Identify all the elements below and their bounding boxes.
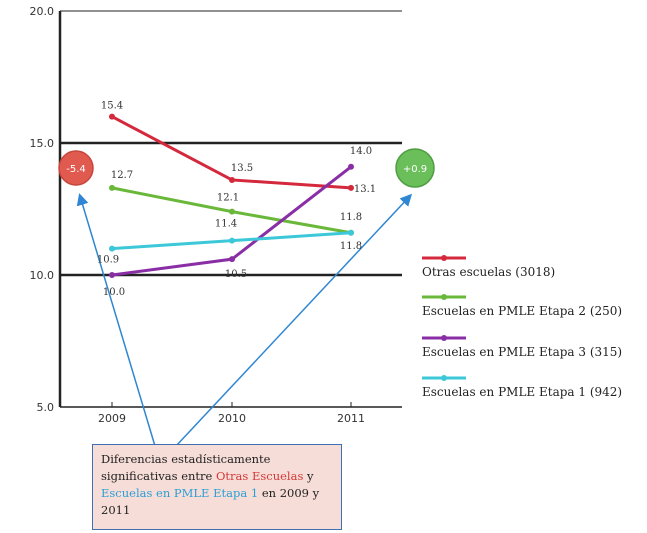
y-tick-label: 20.0 [30,5,55,18]
data-label: 12.1 [217,193,239,204]
difference-bubble-right [395,148,435,188]
data-label: 10.5 [225,269,247,280]
arrow-left [76,193,156,447]
data-label: 13.1 [354,184,376,195]
legend-label: Escuelas en PMLE Etapa 2 (250) [422,304,622,318]
data-label: 12.7 [111,170,133,181]
data-point [348,229,354,236]
legend-marker [441,335,447,341]
data-point [109,184,115,191]
y-tick-label: 10.0 [30,269,55,282]
arrow-right [175,193,413,447]
data-point [109,245,115,252]
legend-marker [441,375,447,381]
note-text-3: en 2009 y 2011 [101,486,320,517]
data-point [109,272,115,278]
legend-marker [441,294,447,300]
data-label: 11.8 [340,212,362,223]
legend-label: Escuelas en PMLE Etapa 1 (942) [422,385,622,399]
x-tick-label: 2009 [98,412,126,425]
x-tick-label: 2010 [218,412,246,425]
bubble-right-text: +0.9 [403,164,427,175]
x-tick-label: 2011 [337,412,365,425]
data-label: 14.0 [350,146,372,157]
note-highlight-red: Otras Escuelas [216,469,304,483]
note-text-2: y [303,469,314,483]
bubble-left-text: -5.4 [66,164,86,175]
y-tick-label: 5.0 [37,401,55,414]
note-text-1: Diferencias estadísticamente significati… [101,452,271,483]
data-point [229,208,235,215]
y-tick-label: 15.0 [30,137,55,150]
data-label: 13.5 [231,163,253,174]
data-label: 10.9 [97,255,119,266]
legend-label: Otras escuelas (3018) [422,265,555,279]
data-label: 10.0 [103,287,125,298]
note-highlight-blue: Escuelas en PMLE Etapa 1 [101,486,259,500]
difference-bubble-left [58,150,94,186]
data-point [348,184,354,191]
legend-label: Escuelas en PMLE Etapa 3 (315) [422,345,622,359]
data-point [348,163,354,170]
data-point [109,113,115,120]
data-label: 15.4 [101,101,123,112]
data-point [229,237,235,244]
data-point [229,176,235,183]
legend-marker [441,255,447,261]
data-label: 11.8 [340,241,362,252]
data-point [229,256,235,263]
data-label: 11.4 [215,219,237,230]
annotation-note: Diferencias estadísticamente significati… [92,444,342,530]
